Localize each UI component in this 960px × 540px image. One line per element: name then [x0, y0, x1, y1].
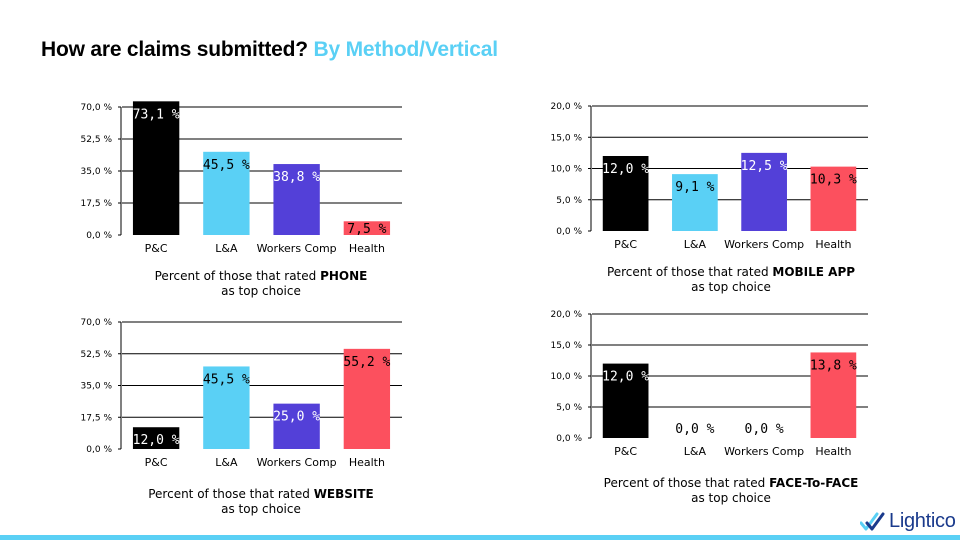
data-label-la: 45,5 % [203, 158, 250, 173]
x-tick-label: L&A [684, 238, 707, 251]
data-label-health: 10,3 % [810, 173, 857, 188]
caption-website: Percent of those that rated WEBSITE as t… [121, 487, 401, 517]
bar-health [343, 348, 391, 449]
x-tick-label: P&C [614, 445, 637, 458]
bar-pc [132, 427, 180, 449]
title-highlight: By Method/Vertical [313, 38, 498, 61]
y-tick-label: 15,0 % [551, 133, 583, 143]
data-label-pc: 73,1 % [133, 107, 180, 122]
x-tick-label: Health [815, 445, 851, 458]
data-label-health: 7,5 % [347, 222, 386, 237]
caption-method: MOBILE APP [772, 265, 856, 279]
caption-suffix: as top choice [691, 491, 771, 505]
y-tick-label: 17,5 % [81, 413, 113, 423]
caption-suffix: as top choice [691, 280, 771, 294]
y-tick-label: 70,0 % [81, 318, 113, 328]
caption-face-to-face: Percent of those that rated FACE-To-FACE… [591, 476, 871, 506]
y-tick-label: 20,0 % [551, 102, 583, 112]
bar-la [203, 151, 250, 235]
bar-health [810, 166, 857, 231]
caption-mobile-app: Percent of those that rated MOBILE APP a… [591, 265, 871, 295]
y-tick-label: 0,0 % [86, 231, 112, 241]
y-tick-label: 10,0 % [551, 372, 583, 382]
data-label-workers-comp: 12,5 % [741, 159, 788, 174]
bar-pc [132, 101, 180, 236]
data-label-workers-comp: 0,0 % [745, 422, 784, 437]
data-label-pc: 12,0 % [602, 162, 649, 177]
page-title: How are claims submitted? By Method/Vert… [41, 38, 498, 62]
y-tick-label: 0,0 % [556, 434, 582, 444]
data-label-pc: 12,0 % [133, 433, 180, 448]
x-tick-label: Workers Comp [724, 445, 804, 458]
caption-method: PHONE [320, 269, 368, 283]
x-tick-label: L&A [215, 242, 238, 255]
data-label-la: 45,5 % [203, 372, 250, 387]
x-tick-label: L&A [684, 445, 707, 458]
caption-method: FACE-To-FACE [769, 476, 859, 490]
data-label-workers-comp: 25,0 % [273, 410, 320, 425]
x-tick-label: Health [349, 242, 385, 255]
caption-suffix: as top choice [221, 284, 301, 298]
data-label-la: 0,0 % [675, 422, 714, 437]
x-tick-label: Workers Comp [257, 456, 337, 469]
brand-logo: Lightico [860, 510, 956, 533]
x-tick-label: Health [815, 238, 851, 251]
caption-prefix: Percent of those that rated [603, 476, 770, 490]
data-label-health: 13,8 % [810, 358, 857, 373]
x-tick-label: Workers Comp [257, 242, 337, 255]
x-tick-label: Workers Comp [724, 238, 804, 251]
bar-la [203, 366, 250, 449]
x-tick-label: P&C [614, 238, 637, 251]
lightico-check-icon [860, 512, 885, 530]
data-label-pc: 12,0 % [602, 370, 649, 385]
caption-prefix: Percent of those that rated [154, 269, 321, 283]
y-tick-label: 5,0 % [556, 403, 582, 413]
y-tick-label: 0,0 % [86, 445, 112, 455]
x-tick-label: P&C [145, 242, 168, 255]
bar-workers-comp [741, 152, 787, 231]
y-tick-label: 5,0 % [556, 196, 582, 206]
y-tick-label: 15,0 % [551, 341, 583, 351]
bar-health [810, 352, 857, 438]
x-tick-label: P&C [145, 456, 168, 469]
caption-phone: Percent of those that rated PHONE as top… [121, 269, 401, 299]
x-tick-label: L&A [215, 456, 238, 469]
footer-accent-bar [0, 535, 960, 540]
data-label-la: 9,1 % [675, 180, 714, 195]
caption-method: WEBSITE [313, 487, 374, 501]
x-tick-label: Health [349, 456, 385, 469]
bar-pc [602, 363, 649, 438]
y-tick-label: 35,0 % [81, 382, 113, 392]
y-tick-label: 0,0 % [556, 227, 582, 237]
y-tick-label: 70,0 % [81, 103, 113, 113]
y-tick-label: 35,0 % [81, 167, 113, 177]
bar-workers-comp [273, 403, 320, 449]
bar-health [343, 221, 391, 235]
caption-prefix: Percent of those that rated [148, 487, 314, 501]
y-tick-label: 10,0 % [551, 165, 583, 175]
brand-name: Lightico [889, 510, 956, 532]
caption-suffix: as top choice [221, 502, 301, 516]
y-tick-label: 52,5 % [81, 350, 113, 360]
y-tick-label: 17,5 % [81, 199, 113, 209]
data-label-workers-comp: 38,8 % [273, 170, 320, 185]
y-tick-label: 20,0 % [551, 310, 583, 320]
y-tick-label: 52,5 % [81, 135, 113, 145]
bar-workers-comp [273, 164, 320, 235]
caption-prefix: Percent of those that rated [606, 265, 773, 279]
title-main: How are claims submitted? [41, 38, 308, 61]
bar-pc [602, 156, 649, 231]
bar-la [672, 174, 718, 231]
data-label-health: 55,2 % [343, 355, 390, 370]
